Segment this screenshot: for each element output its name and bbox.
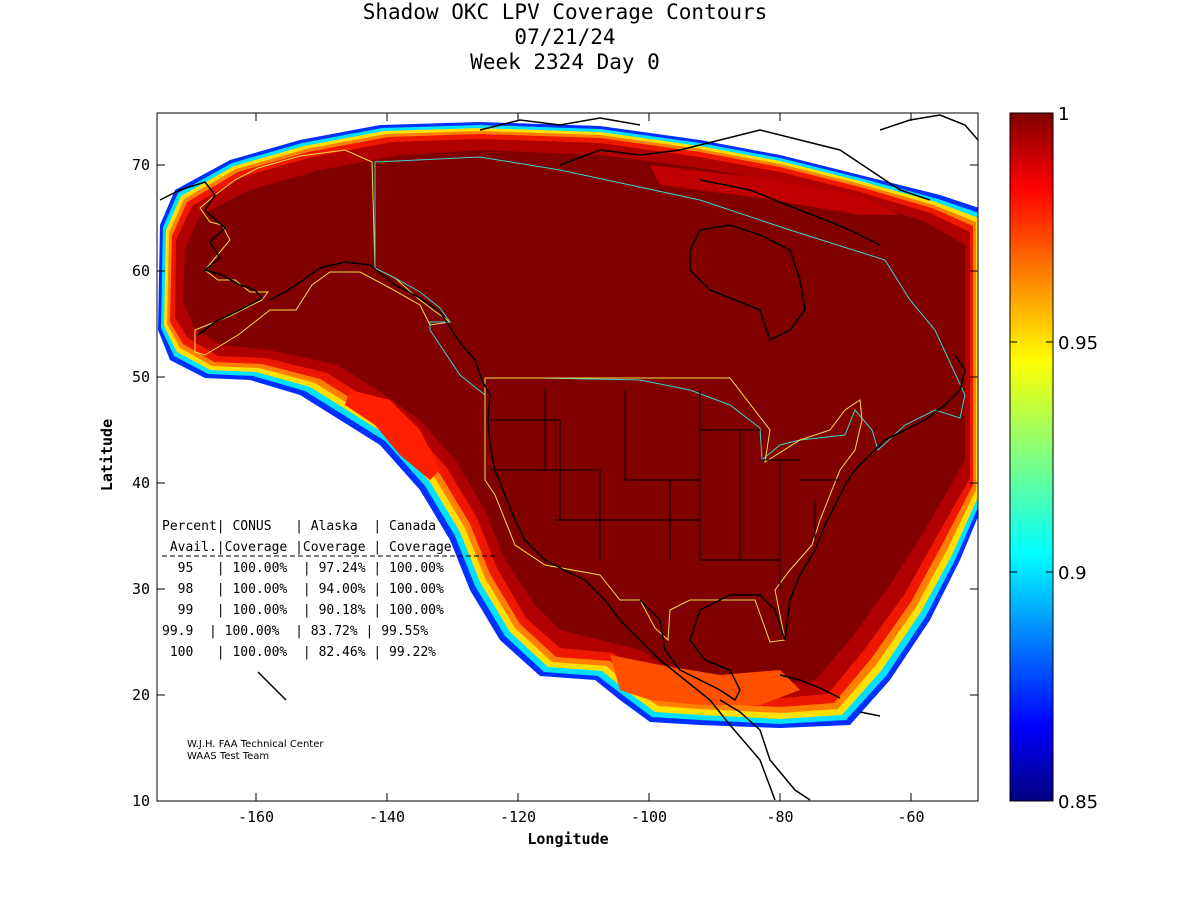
table-row: 98 | 100.00% | 94.00% | 100.00% xyxy=(162,582,444,597)
table-row: 100 | 100.00% | 82.46% | 99.22% xyxy=(162,645,436,660)
x-tick-label: -80 xyxy=(766,808,793,826)
x-tick-label: -60 xyxy=(897,808,924,826)
contour-core xyxy=(183,150,965,684)
canada-outline xyxy=(374,156,966,462)
hudson-bay xyxy=(689,224,806,342)
x-tick-label: -140 xyxy=(369,808,405,826)
table-header-row-2: Avail.|Coverage |Coverage | Coverage xyxy=(162,540,452,555)
region-outlines xyxy=(194,149,966,643)
axis-ticks xyxy=(157,113,978,801)
coastlines xyxy=(159,114,978,801)
central-america xyxy=(719,699,811,801)
table-header-row-1: Percent| CONUS | Alaska | Canada xyxy=(162,519,436,534)
alaska-coast xyxy=(159,181,463,346)
y-tick-label: 50 xyxy=(132,368,150,386)
gulf-coast xyxy=(639,484,846,702)
caribbean-islands xyxy=(779,674,881,717)
x-axis-label: Longitude xyxy=(527,830,608,848)
y-tick-label: 40 xyxy=(132,474,150,492)
y-tick-label: 10 xyxy=(132,792,150,810)
na-west-coast xyxy=(461,344,776,801)
contour-lobe-arctic xyxy=(650,165,900,215)
coverage-stats-table: Percent| CONUS | Alaska | Canada Avail.|… xyxy=(162,519,495,660)
y-tick-label: 60 xyxy=(132,262,150,280)
greenland xyxy=(879,114,978,141)
state-borders xyxy=(488,388,840,590)
credits: W.J.H. FAA Technical Center WAAS Test Te… xyxy=(187,739,324,762)
y-tick-label: 30 xyxy=(132,580,150,598)
x-tick-label: -100 xyxy=(631,808,667,826)
chart-title: Shadow OKC LPV Coverage Contours 07/21/2… xyxy=(0,0,1130,75)
colorbar-tick-label: 0.95 xyxy=(1058,333,1098,354)
contour-lobe-pacific xyxy=(345,390,440,480)
y-tick-label: 20 xyxy=(132,686,150,704)
colorbar-ticks xyxy=(1010,112,1053,802)
colorbar-tick-label: 1 xyxy=(1058,104,1069,125)
y-axis-label: Latitude xyxy=(98,419,116,491)
arctic-islands xyxy=(479,117,931,246)
alaska-outline xyxy=(194,149,452,356)
title-line-1: Shadow OKC LPV Coverage Contours xyxy=(362,0,768,24)
credits-line-2: WAAS Test Team xyxy=(187,751,269,762)
title-line-3: Week 2324 Day 0 xyxy=(470,50,660,74)
colorbar xyxy=(1009,112,1054,802)
table-row: 95 | 100.00% | 97.24% | 100.00% xyxy=(162,561,444,576)
contour-lobe-gulf xyxy=(610,655,800,705)
credits-line-1: W.J.H. FAA Technical Center xyxy=(187,739,324,750)
x-tick-label: -160 xyxy=(238,808,274,826)
conus-outline xyxy=(484,377,863,643)
x-tick-label: -120 xyxy=(500,808,536,826)
colorbar-tick-label: 0.9 xyxy=(1058,563,1087,584)
table-row: 99.9 | 100.00% | 83.72% | 99.55% xyxy=(162,624,428,639)
plot-frame xyxy=(156,112,979,802)
colorbar-tick-label: 0.85 xyxy=(1058,792,1098,813)
y-tick-label: 70 xyxy=(132,156,150,174)
title-line-2: 07/21/24 xyxy=(514,25,616,49)
east-coast xyxy=(844,354,966,486)
hawaii xyxy=(257,671,287,701)
table-row: 99 | 100.00% | 90.18% | 100.00% xyxy=(162,603,444,618)
